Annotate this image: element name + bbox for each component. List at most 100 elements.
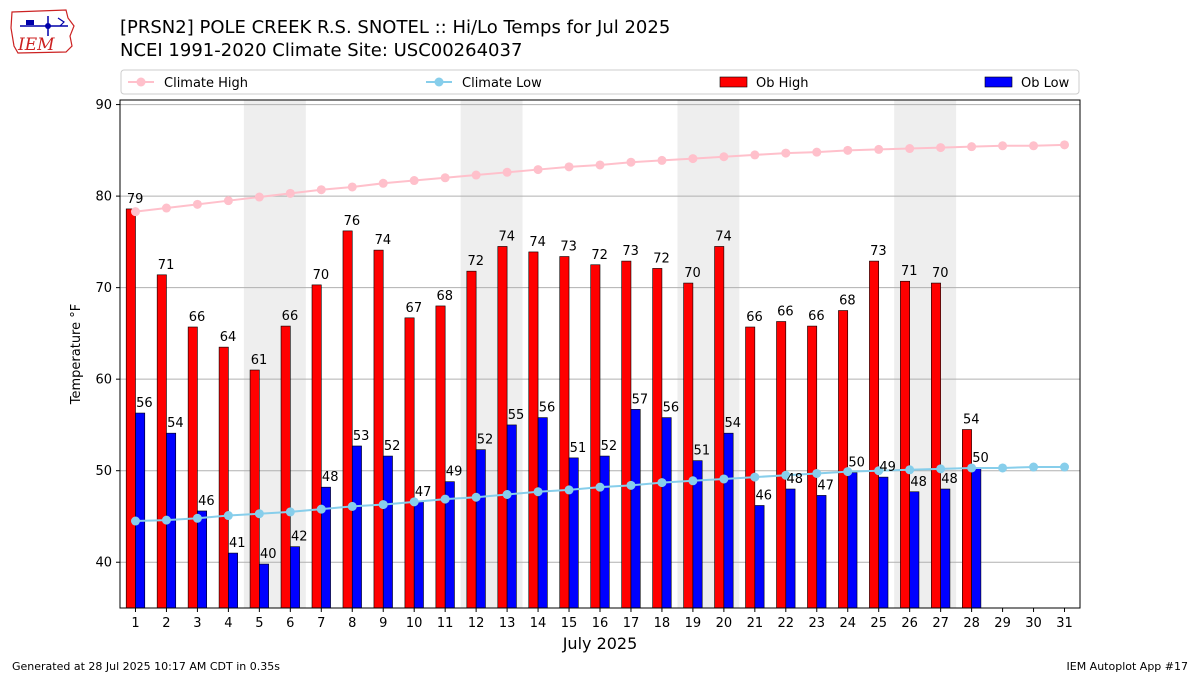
climate-low-point-2 xyxy=(161,515,171,525)
ob-low-bar-23 xyxy=(816,495,827,609)
climate-high-point-17 xyxy=(626,157,636,167)
ob-low-label-8: 53 xyxy=(353,429,370,444)
climate-low-point-9 xyxy=(378,500,388,510)
climate-low-point-27 xyxy=(936,464,946,474)
climate-low-point-13 xyxy=(502,490,512,500)
ob-low-label-20: 54 xyxy=(725,416,742,431)
ob-low-bar-3 xyxy=(197,510,208,609)
ob-high-label-5: 61 xyxy=(251,353,268,368)
ob-high-bar-24 xyxy=(838,310,849,609)
x-tick-label-28: 28 xyxy=(963,616,980,631)
climate-high-point-30 xyxy=(1029,141,1039,151)
ob-low-bar-22 xyxy=(785,488,796,609)
ob-high-label-12: 72 xyxy=(467,254,484,269)
ob-high-label-28: 54 xyxy=(963,413,980,428)
ob-low-label-28: 50 xyxy=(972,451,989,466)
ob-high-label-22: 66 xyxy=(777,305,794,320)
x-tick-label-22: 22 xyxy=(778,616,795,631)
climate-high-point-6 xyxy=(285,188,295,198)
ob-high-bar-25 xyxy=(869,260,880,609)
climate-low-point-16 xyxy=(595,482,605,492)
climate-high-point-5 xyxy=(254,192,264,202)
ob-high-label-2: 71 xyxy=(158,258,175,273)
legend-climate-low-label: Climate Low xyxy=(462,76,542,91)
ob-low-label-17: 57 xyxy=(632,392,649,407)
ob-high-label-20: 74 xyxy=(715,229,732,244)
ob-high-bar-7 xyxy=(311,284,322,609)
y-tick-label-80: 80 xyxy=(95,190,112,205)
ob-low-label-5: 40 xyxy=(260,547,277,562)
x-tick-label-31: 31 xyxy=(1056,616,1073,631)
climate-low-point-17 xyxy=(626,480,636,490)
ob-low-bar-14 xyxy=(537,417,548,609)
ob-high-bar-26 xyxy=(900,280,910,609)
ob-low-label-19: 51 xyxy=(694,444,711,459)
ob-low-label-2: 54 xyxy=(167,416,184,431)
ob-low-bar-17 xyxy=(630,409,641,609)
ob-high-bar-6 xyxy=(280,325,291,609)
ob-low-bar-10 xyxy=(413,501,424,609)
climate-high-point-7 xyxy=(316,185,326,195)
ob-high-label-21: 66 xyxy=(746,310,763,325)
ob-low-bar-28 xyxy=(971,467,982,609)
climate-low-point-3 xyxy=(192,513,202,523)
ob-high-label-1: 79 xyxy=(127,192,144,207)
ob-low-bar-24 xyxy=(847,472,858,609)
x-tick-label-5: 5 xyxy=(255,616,263,631)
climate-high-point-22 xyxy=(781,148,791,158)
ob-high-label-16: 72 xyxy=(591,248,608,263)
climate-high-point-4 xyxy=(223,196,233,206)
climate-low-point-4 xyxy=(223,511,233,521)
x-tick-label-8: 8 xyxy=(348,616,356,631)
climate-low-point-21 xyxy=(750,472,760,482)
climate-low-point-24 xyxy=(843,467,853,477)
climate-high-point-26 xyxy=(905,144,915,154)
ob-low-bar-16 xyxy=(599,455,610,609)
climate-low-point-23 xyxy=(812,468,822,478)
ob-high-label-15: 73 xyxy=(560,240,577,255)
climate-high-point-19 xyxy=(688,154,698,164)
generated-timestamp: Generated at 28 Jul 2025 10:17 AM CDT in… xyxy=(12,660,280,673)
ob-high-bar-13 xyxy=(497,246,508,609)
ob-high-bar-17 xyxy=(621,260,632,609)
climate-low-point-28 xyxy=(967,463,977,473)
climate-high-point-16 xyxy=(595,160,605,170)
climate-low-point-29 xyxy=(998,463,1008,473)
ob-low-label-3: 46 xyxy=(198,494,215,509)
y-tick-label-50: 50 xyxy=(95,464,112,479)
x-tick-label-2: 2 xyxy=(162,616,170,631)
climate-high-point-23 xyxy=(812,147,822,157)
ob-high-label-13: 74 xyxy=(498,229,515,244)
legend-climate-high-label: Climate High xyxy=(164,76,248,91)
climate-low-point-5 xyxy=(254,509,264,519)
x-tick-label-27: 27 xyxy=(932,616,949,631)
climate-high-point-20 xyxy=(719,152,729,162)
climate-low-point-6 xyxy=(285,507,295,517)
ob-high-bar-18 xyxy=(652,268,663,609)
climate-high-point-12 xyxy=(471,170,481,180)
ob-high-label-6: 66 xyxy=(282,309,299,324)
ob-high-label-14: 74 xyxy=(529,235,546,250)
y-axis-label: Temperature °F xyxy=(69,304,84,405)
ob-high-bar-1 xyxy=(125,208,136,609)
y-tick-label-90: 90 xyxy=(95,98,112,113)
legend: Climate High Climate Low Ob High Ob Low xyxy=(120,69,1080,95)
climate-high-point-25 xyxy=(874,144,884,154)
ob-high-bar-27 xyxy=(931,282,941,609)
climate-low-point-11 xyxy=(440,494,450,504)
climate-high-point-28 xyxy=(967,142,977,152)
ob-high-label-19: 70 xyxy=(684,266,701,281)
ob-high-bar-11 xyxy=(435,305,446,609)
ob-low-bar-15 xyxy=(568,457,579,609)
x-tick-label-17: 17 xyxy=(623,616,640,631)
ob-low-bar-20 xyxy=(723,432,734,609)
legend-climate-low-marker xyxy=(434,77,444,87)
ob-high-bar-14 xyxy=(528,251,539,609)
climate-low-point-26 xyxy=(905,465,915,475)
chart-title: [PRSN2] POLE CREEK R.S. SNOTEL :: Hi/Lo … xyxy=(120,17,671,38)
legend-ob-low-swatch xyxy=(984,76,1013,88)
climate-low-point-31 xyxy=(1060,462,1070,472)
ob-low-label-24: 50 xyxy=(848,456,865,471)
ob-high-label-27: 70 xyxy=(932,266,949,281)
ob-high-bar-10 xyxy=(404,317,415,609)
